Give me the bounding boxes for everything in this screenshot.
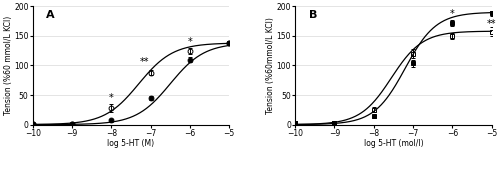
Text: B: B (309, 10, 317, 20)
Text: **: ** (487, 19, 496, 29)
Text: *: * (188, 36, 192, 46)
Text: **: ** (140, 57, 149, 67)
Y-axis label: Tension (%60 mmol/L KCl): Tension (%60 mmol/L KCl) (4, 16, 13, 115)
Text: A: A (46, 10, 55, 20)
X-axis label: log 5-HT (M): log 5-HT (M) (108, 139, 154, 148)
X-axis label: log 5-HT (mol/l): log 5-HT (mol/l) (364, 139, 423, 148)
Y-axis label: Tension (%60mmol/L KCl): Tension (%60mmol/L KCl) (266, 17, 275, 114)
Text: *: * (450, 9, 454, 19)
Text: *: * (109, 93, 114, 103)
